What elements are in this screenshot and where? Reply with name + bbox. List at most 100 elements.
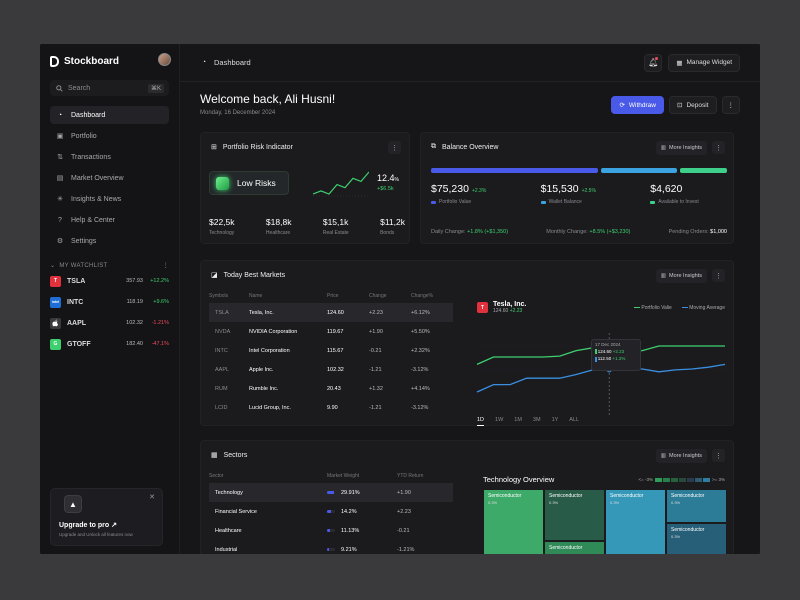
watchlist-item-gtoff[interactable]: G GTOFF 182.40 -47.1% [50,338,169,350]
main-content: ◔ Dashboard 🔔︎ ▦ Manage Widget Welcome b… [180,44,760,554]
tesla-logo-icon: T [477,302,488,313]
risk-delta: +$6.5k [377,186,394,192]
range-1w[interactable]: 1W [495,417,504,423]
watchlist-item-aapl[interactable]: AAPL 102.32 -1.21% [50,317,169,329]
sidebar-item-help-center[interactable]: ? Help & Center [50,211,169,229]
table-row[interactable]: Industrial 9.21% -1.21% [209,540,453,554]
watchlist-header[interactable]: ⌄ MY WATCHLIST ⋮ [50,262,169,270]
cell-change: +1.32 [369,385,383,392]
treemap-cell[interactable]: Semiconductor 0.3% [666,523,727,554]
table-row[interactable]: AAPL Apple Inc. 102.32 -1.21 -3.12% [209,360,453,379]
more-icon: ⋮ [727,102,735,109]
cell-change: +2.23 [369,303,411,322]
sidebar-item-market-overview[interactable]: ▤ Market Overview [50,169,169,187]
sidebar-item-label: Insights & News [71,195,122,203]
wallet-icon: ⧉ [431,143,436,150]
withdraw-button[interactable]: ⟳ Withdraw [611,96,664,114]
sectors-insights-button[interactable]: ▥ More Insights [655,449,707,463]
column-header[interactable]: Name [249,293,263,299]
deposit-button[interactable]: ⊡ Deposit [669,96,717,114]
treemap-cell[interactable]: Semiconductor 0.3% [544,489,605,541]
heat-swatch [678,477,686,482]
tooltip-portfolio-value: 124.60 [597,349,612,354]
column-header[interactable]: YTD Return [397,473,424,479]
table-row[interactable]: NVDA NVIDIA Corporation 119.67 +1.90 +5.50% [209,322,453,341]
insights-icon: ✳ [57,196,63,203]
sidebar-item-transactions[interactable]: ⇅ Transactions [50,148,169,166]
close-icon[interactable]: ✕ [149,494,155,501]
watchlist-item-tsla[interactable]: T TSLA 357.93 +12.2% [50,275,169,287]
column-header[interactable]: Change% [411,293,433,299]
cell-change-pct: +2.32% [411,347,430,354]
heat-scale-low: <= -3% [638,477,653,482]
risk-stat-label: Technology [209,230,235,236]
balance-value: $15,530 [540,183,579,195]
tooltip-row-average: 112.50 +1.2% [595,356,637,362]
treemap-cell[interactable]: Semiconductor 0.3% [666,489,727,523]
column-header[interactable]: Price [327,293,339,299]
column-header[interactable]: Change [369,293,387,299]
risk-stat: $15,1k Real Estate [323,217,349,236]
notification-button[interactable]: 🔔︎ [644,53,663,72]
search-input[interactable]: Search ⌘K [50,80,169,96]
range-all[interactable]: ALL [569,417,580,423]
sidebar-item-portfolio[interactable]: ▣ Portfolio [50,127,169,145]
sidebar-item-insights-news[interactable]: ✳ Insights & News [50,190,169,208]
balance-menu-button[interactable]: ⋮ [712,141,725,154]
risk-sparkline [313,171,369,197]
column-header[interactable]: Symbols [209,293,229,299]
sidebar-item-label: Dashboard [71,111,106,119]
avatar[interactable] [158,53,171,66]
treemap-label: Semiconductor [671,527,705,533]
risk-stat: $22,5k Technology [209,217,235,236]
watchlist-item-intc[interactable]: intel INTC 118.19 +9.6% [50,296,169,308]
upgrade-subtitle: Upgrade and Unlock all features now [59,532,133,537]
chart-tooltip: 17 Dec 2024 124.60 +2.23 112.50 +1.2% [591,339,641,371]
sectors-icon: ▦ [211,452,218,459]
risk-stat-label: Bonds [380,230,395,236]
range-1m[interactable]: 1M [514,417,522,423]
risk-menu-button[interactable]: ⋮ [388,141,401,154]
table-row[interactable]: RUM Rumble Inc. 20.43 +1.32 +4.14% [209,379,453,398]
balance-card: ⧉ Balance Overview ▥ More Insights ⋮ $75,… [420,132,734,244]
cell-change-pct: -3.12% [411,366,429,373]
manage-widget-label: Manage Widget [686,59,732,66]
table-row[interactable]: Technology 29.91% +1.90 [209,483,453,502]
table-row[interactable]: TSLA Tesla, Inc. 124.60 +2.23 +6.12% [209,303,453,322]
balance-label-row: Portfolio Value [431,199,541,205]
sidebar-item-settings[interactable]: ⚙ Settings [50,232,169,250]
table-row[interactable]: Financial Service 14.2% +2.23 [209,502,453,521]
upgrade-card[interactable]: ▲ ✕ Upgrade to pro ↗ Upgrade and Unlock … [50,488,163,546]
treemap-cell[interactable]: Semiconductor 0.3% [605,489,666,554]
balance-title-text: Balance Overview [442,143,499,151]
upgrade-title[interactable]: Upgrade to pro ↗ [59,522,117,529]
cell-price: 115.67 [327,347,344,354]
watchlist-change: -1.21% [151,320,169,326]
more-icon[interactable]: ⋮ [162,263,169,269]
markets-insights-button[interactable]: ▥ More Insights [655,269,707,283]
more-actions-button[interactable]: ⋮ [721,96,740,114]
brand[interactable]: Stockboard [50,54,169,68]
column-header[interactable]: Sector [209,473,224,479]
range-1d[interactable]: 1D [477,417,485,426]
heat-swatch [662,477,670,482]
column-header[interactable]: Market Weight [327,473,360,479]
sparkline-line [313,171,369,195]
range-1y[interactable]: 1Y [551,417,559,423]
manage-widget-button[interactable]: ▦ Manage Widget [668,53,740,72]
risk-stat-value: $22,5k [209,217,235,227]
treemap-cell[interactable]: Semiconductor 0.3% [483,489,544,554]
markets-menu-button[interactable]: ⋮ [712,269,725,282]
range-3m[interactable]: 3M [532,417,541,423]
cell-sector: Technology [209,483,327,502]
weight-value: 9.21% [341,546,357,553]
cell-price: 9.90 [327,404,338,411]
sidebar-item-dashboard[interactable]: ◔ Dashboard [50,106,169,124]
balance-insights-button[interactable]: ▥ More Insights [655,141,707,155]
watchlist-symbol: GTOFF [67,340,91,348]
sectors-menu-button[interactable]: ⋮ [712,449,725,462]
treemap-cell[interactable]: Semiconductor [544,541,605,554]
table-row[interactable]: Healthcare 11.13% -0.21 [209,521,453,540]
table-row[interactable]: LCID Lucid Group, Inc. 9.90 -1.21 -3.12% [209,398,453,417]
table-row[interactable]: INTC Intel Corporation 115.67 -0.21 +2.32% [209,341,453,360]
